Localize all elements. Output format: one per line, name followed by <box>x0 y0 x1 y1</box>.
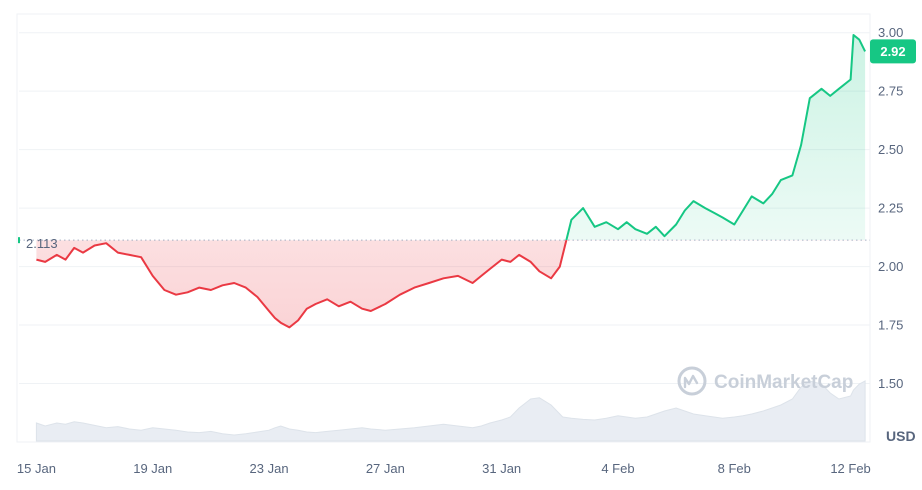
x-tick-label: 4 Feb <box>601 461 634 476</box>
volume-area-group <box>35 380 866 442</box>
y-tick-label: 2.00 <box>878 259 903 274</box>
price-area-fill <box>36 35 866 328</box>
price-area-down <box>36 240 866 328</box>
y-tick-label: 3.00 <box>878 25 903 40</box>
plot-frame <box>16 13 871 443</box>
price-area-up <box>566 35 866 241</box>
x-tick-label: 8 Feb <box>718 461 751 476</box>
current-price-badge-bg <box>870 39 916 64</box>
x-tick-label: 19 Jan <box>133 461 172 476</box>
current-price-value: 2.92 <box>880 44 905 59</box>
x-tick-label: 23 Jan <box>250 461 289 476</box>
x-tick-label: 15 Jan <box>17 461 56 476</box>
price-line-group <box>36 34 866 329</box>
y-tick-label: 1.75 <box>878 318 903 333</box>
price-line-down <box>36 240 568 329</box>
currency-unit-label: USD <box>886 428 916 444</box>
x-tick-label: 12 Feb <box>830 461 870 476</box>
baseline-marker <box>18 237 20 244</box>
y-tick-label: 1.50 <box>878 376 903 391</box>
y-axis-ticks: 3.00 2.75 2.50 2.25 2.00 1.75 1.50 <box>878 25 903 391</box>
volume-area <box>35 380 866 442</box>
y-tick-label: 2.25 <box>878 201 903 216</box>
price-line-up <box>565 34 866 241</box>
coinmarketcap-logo-icon <box>677 366 707 396</box>
coinmarketcap-watermark: CoinMarketCap <box>677 366 853 396</box>
y-tick-label: 2.75 <box>878 84 903 99</box>
x-axis-ticks: 15 Jan 19 Jan 23 Jan 27 Jan 31 Jan 4 Feb 8 Feb… <box>17 461 871 476</box>
watermark-text: CoinMarketCap <box>714 372 853 393</box>
baseline-value-label: 2.113 <box>26 236 58 251</box>
current-price-badge: 2.92 <box>870 39 916 64</box>
y-tick-label: 2.50 <box>878 142 903 157</box>
x-tick-label: 27 Jan <box>366 461 405 476</box>
grid-lines <box>19 32 870 385</box>
x-tick-label: 31 Jan <box>482 461 521 476</box>
